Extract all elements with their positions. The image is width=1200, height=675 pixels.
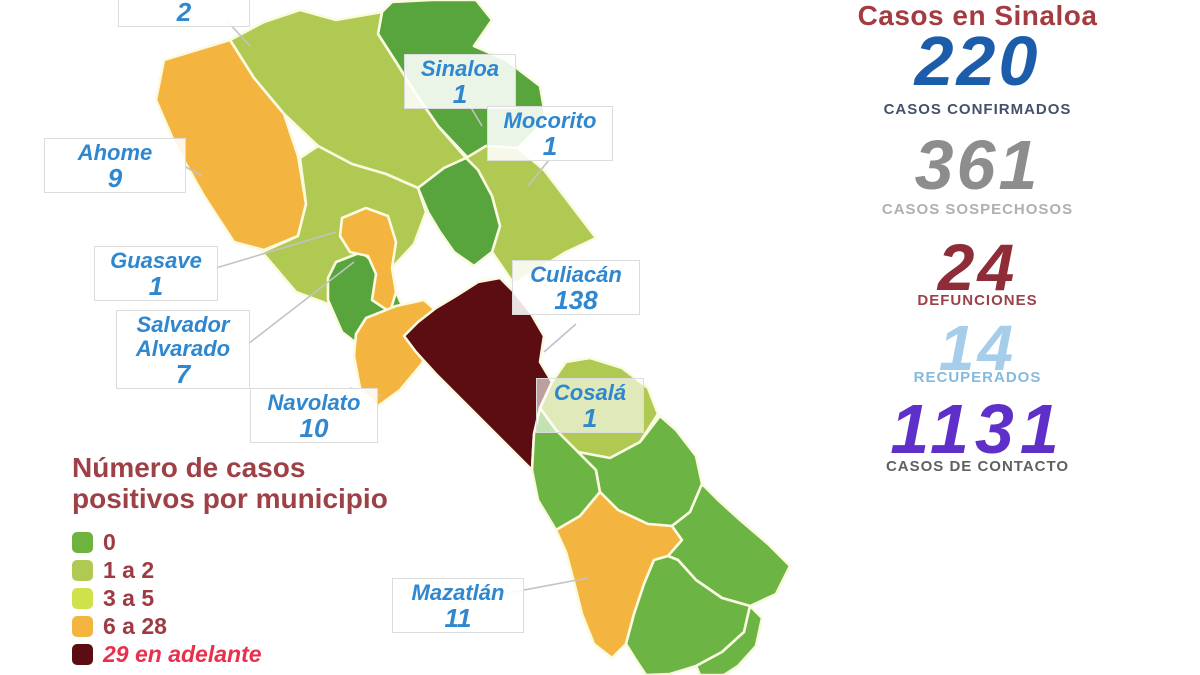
municipality-name: Mazatlán: [411, 580, 505, 605]
municipality-name: Mocorito: [503, 108, 597, 133]
recovered-value: 14: [938, 312, 1017, 384]
legend-label: 6 a 28: [103, 612, 167, 639]
legend-item: 29 en adelante: [72, 640, 492, 668]
stats-panel: Casos en Sinaloa 220 CASOS CONFIRMADOS 3…: [805, 0, 1150, 675]
map-label-cosala: Cosalá 1: [536, 378, 644, 433]
leader-line: [527, 159, 550, 187]
deaths-value: 24: [937, 230, 1018, 304]
municipality-name: Navolato: [267, 390, 361, 415]
municipality-cases: 9: [107, 162, 123, 193]
contact-cases-value: 1131: [890, 390, 1065, 468]
map-label-salvador-alvarado: Salvador Alvarado 7: [116, 310, 250, 389]
municipality-cases: 1: [452, 78, 468, 109]
map-region: [694, 604, 764, 675]
municipality-cases: 10: [299, 412, 329, 443]
legend-label: 0: [103, 528, 116, 555]
legend-item: 6 a 28: [72, 612, 492, 640]
map-label-culiacan: Culiacán 138: [512, 260, 640, 315]
legend-label: 1 a 2: [103, 556, 155, 583]
map-region-mocorito: [416, 156, 502, 268]
legend-item: 1 a 2: [72, 556, 492, 584]
municipality-cases: 11: [444, 602, 472, 633]
municipality-name: Salvador Alvarado: [135, 312, 231, 361]
leader-line: [469, 105, 483, 127]
suspected-cases-label: CASOS SOSPECHOSOS: [881, 201, 1074, 218]
map-label-guasave: Guasave 1: [94, 246, 218, 301]
legend-title: Número de casos positivos por municipio: [72, 452, 492, 514]
legend-title-line2: positivos por municipio: [72, 483, 388, 514]
confirmed-cases-value: 220: [914, 22, 1041, 100]
municipality-cases: 1: [542, 130, 558, 161]
municipality-name: Guasave: [110, 248, 202, 273]
municipality-cases: 7: [175, 358, 191, 389]
legend-item: 3 a 5: [72, 584, 492, 612]
map-label-ahome: Ahome 9: [44, 138, 186, 193]
leader-line: [247, 261, 355, 345]
legend-swatch: [72, 587, 93, 609]
confirmed-cases-label: CASOS CONFIRMADOS: [883, 101, 1072, 118]
legend-swatch: [72, 643, 93, 665]
legend-item: 0: [72, 528, 492, 556]
map-label-sinaloa: Sinaloa 1: [404, 54, 516, 109]
municipality-name: Culiacán: [530, 262, 622, 287]
legend: Número de casos positivos por municipio …: [72, 452, 492, 668]
legend-swatch: [72, 531, 93, 553]
deaths-label: DEFUNCIONES: [917, 292, 1038, 309]
municipality-name: Sinaloa: [420, 56, 500, 81]
legend-swatch: [72, 615, 93, 637]
municipality-cases: 2: [176, 0, 192, 27]
map-label-mazatlan: Mazatlán 11: [392, 578, 524, 633]
legend-swatch: [72, 559, 93, 581]
legend-label: 29 en adelante: [103, 640, 262, 667]
municipality-cases: 1: [582, 402, 598, 433]
leader-line: [183, 165, 203, 177]
municipality-name: Cosalá: [553, 380, 627, 405]
municipality-name: Ahome: [77, 140, 153, 165]
legend-label: 3 a 5: [103, 584, 155, 611]
municipality-cases: 1: [148, 270, 164, 301]
stats-panel-title: Casos en Sinaloa: [857, 0, 1098, 31]
suspected-cases-value: 361: [914, 126, 1041, 204]
map-label-el-fuerte: El Fuerte 2: [118, 0, 250, 27]
map-region-el-fuerte: [228, 8, 468, 190]
leader-line: [543, 323, 577, 353]
recovered-label: RECUPERADOS: [913, 369, 1042, 386]
map-label-mocorito: Mocorito 1: [487, 106, 613, 161]
contact-cases-label: CASOS DE CONTACTO: [885, 458, 1070, 475]
legend-title-line1: Número de casos: [72, 452, 306, 483]
map-label-navolato: Navolato 10: [250, 388, 378, 443]
leader-line: [215, 231, 337, 269]
municipality-cases: 138: [554, 284, 598, 315]
